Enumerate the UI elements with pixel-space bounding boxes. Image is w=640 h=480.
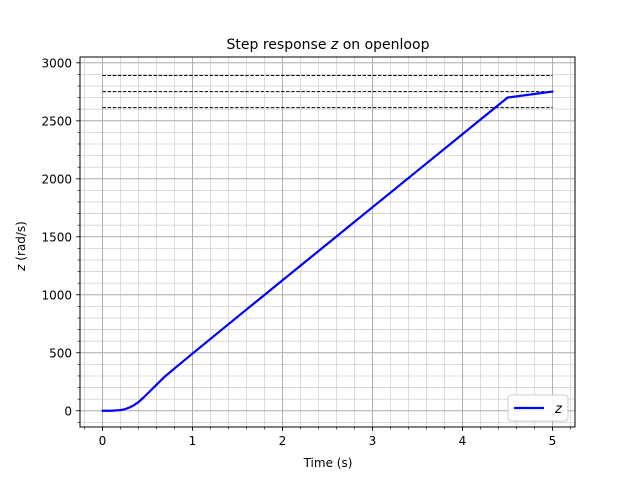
x-tick-label: 0	[99, 434, 107, 448]
chart-title-suffix: on openloop	[338, 37, 429, 53]
y-axis-label-unit: (rad/s)	[14, 221, 28, 264]
x-tick-label: 1	[189, 434, 197, 448]
y-tick-label: 2000	[41, 172, 72, 186]
reference-lines	[102, 75, 553, 109]
legend: z	[507, 394, 569, 422]
y-axis-label: z (rad/s)	[14, 221, 28, 272]
plot-frame	[79, 56, 576, 428]
tick-labels: 0 1 2 3 4 5 0 500 1000 1500 2000 2500 3000	[41, 56, 556, 448]
y-tick-label: 0	[64, 404, 72, 418]
series-layer	[101, 90, 554, 412]
x-tick-label: 2	[279, 434, 287, 448]
chart-title-variable: z	[330, 37, 339, 53]
chart-title: Step response z on openloop	[227, 37, 430, 53]
x-tick-label: 3	[369, 434, 377, 448]
x-axis-label: Time (s)	[303, 456, 353, 470]
legend-label-z: z	[554, 402, 563, 417]
chart-title-prefix: Step response	[227, 37, 331, 53]
axis-ticks	[76, 62, 571, 431]
y-tick-label: 500	[49, 346, 72, 360]
y-axis-label-variable: z	[14, 264, 28, 272]
major-grid	[80, 57, 575, 427]
x-tick-label: 4	[459, 434, 467, 448]
y-tick-label: 3000	[41, 56, 72, 70]
y-tick-label: 1500	[41, 230, 72, 244]
y-tick-label: 2500	[41, 114, 72, 128]
x-tick-label: 5	[549, 434, 557, 448]
y-tick-label: 1000	[41, 288, 72, 302]
series-line-z	[101, 90, 554, 412]
